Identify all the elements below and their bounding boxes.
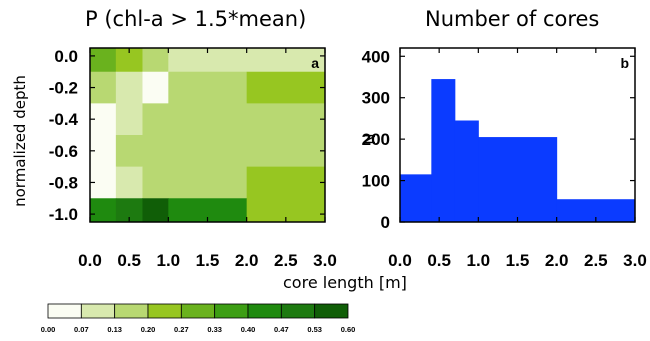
colorbar-label: 0.40	[241, 325, 256, 334]
y-tick-label: 200	[362, 130, 390, 149]
x-tick-label: 0.5	[427, 251, 451, 270]
y-tick-label: 0.0	[54, 47, 78, 66]
colorbar-label: 0.00	[41, 325, 56, 334]
x-tick-label: 2.0	[545, 251, 569, 270]
heatmap-cell	[246, 103, 326, 136]
x-axis-label: core length [m]	[283, 273, 407, 292]
y-tick-label: 400	[362, 47, 390, 66]
heatmap-cell	[246, 71, 326, 104]
y-tick-label: -1.0	[49, 205, 78, 224]
heatmap-cell	[246, 166, 326, 199]
panel-label-b: b	[620, 55, 629, 71]
heatmap-cell	[115, 103, 143, 136]
histogram-title: Number of cores	[425, 7, 600, 31]
x-tick-label: 1.5	[196, 251, 220, 270]
histogram-bar	[400, 174, 432, 222]
heatmap-title: P (chl-a > 1.5*mean)	[85, 7, 307, 31]
colorbar-label: 0.20	[141, 325, 156, 334]
colorbar-swatch	[280, 303, 316, 319]
colorbar-swatch	[180, 303, 216, 319]
heatmap-cell	[168, 135, 248, 168]
x-tick-label: 0.0	[78, 251, 102, 270]
colorbar-swatch	[214, 303, 249, 319]
heatmap-cell	[142, 166, 169, 199]
x-tick-label: 0.0	[388, 251, 412, 270]
histogram-bar	[431, 79, 456, 222]
panel-label-a: a	[311, 55, 319, 71]
colorbar-swatch	[247, 303, 282, 319]
x-tick-label: 1.0	[157, 251, 181, 270]
heatmap-cell	[168, 166, 248, 199]
x-tick-label: 1.5	[506, 251, 530, 270]
colorbar-label: 0.33	[207, 325, 222, 334]
colorbar-label: 0.13	[107, 325, 122, 334]
heatmap-cell	[90, 198, 117, 223]
y-tick-label: 300	[362, 89, 390, 108]
colorbar-label: 0.07	[74, 325, 89, 334]
x-tick-label: 1.0	[467, 251, 491, 270]
colorbar-swatch	[47, 303, 82, 319]
heatmap-cell	[142, 71, 169, 104]
colorbar-label: 0.47	[274, 325, 289, 334]
y-tick-label: -0.8	[49, 173, 78, 192]
heatmap-cell	[115, 135, 143, 168]
y-tick-label: -0.6	[49, 142, 78, 161]
histogram-bar	[454, 120, 479, 222]
colorbar-swatch	[80, 303, 116, 319]
heatmap-cell	[142, 48, 169, 73]
colorbar-label: 0.60	[341, 325, 356, 334]
histogram-chart: 0.0 0.5 1.0 1.5 2.0 2.5 3.0 0 100 200 300 400 b	[362, 47, 647, 270]
colorbar-swatch	[314, 303, 349, 319]
colorbar: 0.00 0.07 0.13 0.20 0.27 0.33 0.40 0.47 0.53 0.60	[41, 303, 356, 334]
y-tick-label: -0.4	[49, 110, 79, 129]
histogram-bar	[478, 137, 558, 222]
heatmap-cell	[142, 135, 169, 168]
histogram-bar	[556, 199, 636, 222]
y-tick-label: 0	[381, 213, 390, 232]
x-tick-label: 0.5	[117, 251, 141, 270]
x-tick-label: 3.0	[623, 251, 647, 270]
y-tick-label: -0.2	[49, 79, 78, 98]
colorbar-label: 0.27	[174, 325, 189, 334]
heatmap-cell	[168, 71, 248, 104]
x-tick-label: 2.0	[235, 251, 259, 270]
heatmap-chart: 0.0 0.5 1.0 1.5 2.0 2.5 3.0 0.0 -0.2 -0.4 -0.6 -0.8…	[49, 47, 337, 270]
heatmap-cell	[168, 103, 248, 136]
colorbar-label: 0.53	[307, 325, 322, 334]
colorbar-swatch	[114, 303, 149, 319]
heatmap-cell	[115, 71, 143, 104]
x-tick-label: 3.0	[313, 251, 337, 270]
heatmap-cell	[246, 135, 326, 168]
colorbar-swatch	[147, 303, 182, 319]
x-tick-label: 2.5	[274, 251, 298, 270]
heatmap-cell	[115, 166, 143, 199]
heatmap-cell	[90, 48, 117, 73]
heatmap-cell	[142, 103, 169, 136]
x-tick-label: 2.5	[584, 251, 608, 270]
heatmap-cell	[142, 198, 169, 223]
y-tick-label: 100	[362, 172, 390, 191]
